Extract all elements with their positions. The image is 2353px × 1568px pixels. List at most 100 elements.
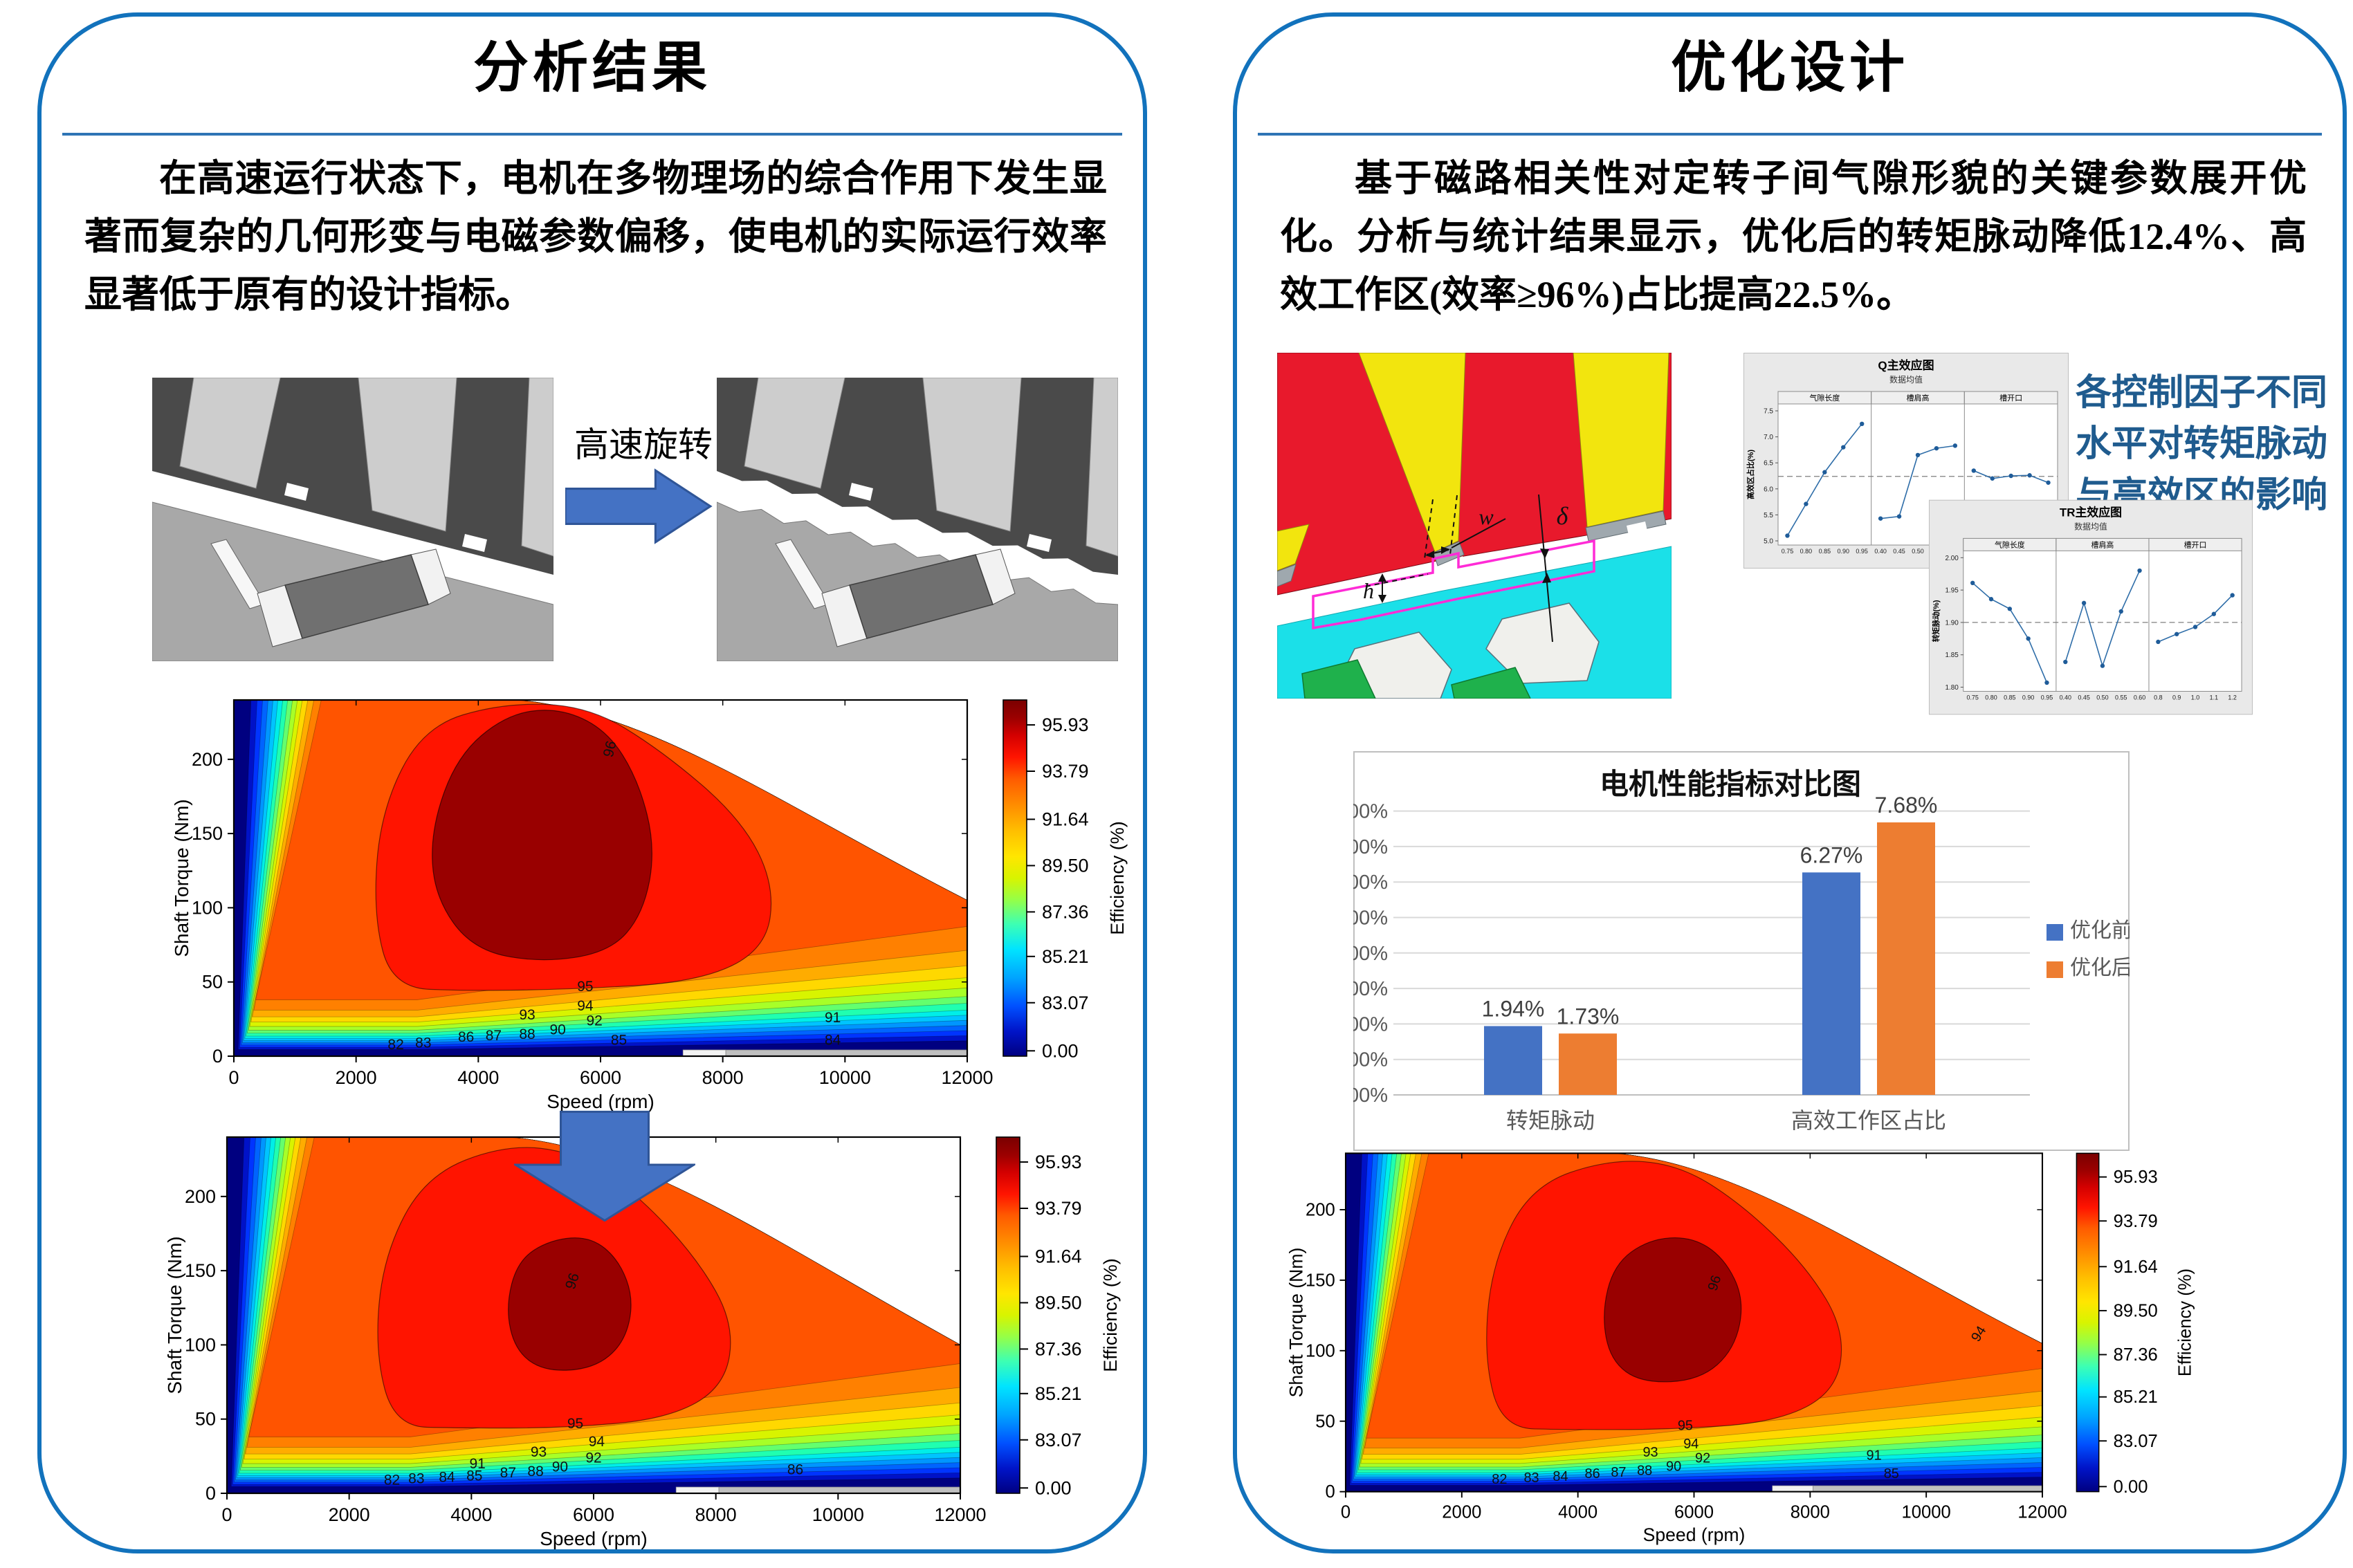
svg-text:5.5: 5.5 <box>1764 512 1773 519</box>
svg-text:0.8: 0.8 <box>2154 694 2162 701</box>
svg-text:0.85: 0.85 <box>2004 694 2015 701</box>
optimization-body-text: 基于磁路相关性对定转子间气隙形貌的关键参数展开优化。分析与统计结果显示，优化后的… <box>1280 158 2307 316</box>
svg-text:95.93: 95.93 <box>1035 1152 1082 1172</box>
svg-text:85.21: 85.21 <box>1035 1383 1082 1404</box>
svg-text:93.79: 93.79 <box>1042 761 1089 782</box>
motor-before-svg <box>152 377 554 662</box>
svg-text:89.50: 89.50 <box>1042 855 1089 876</box>
efficiency-map-design: 96 95 94 93 92 91 90 88 87 86 85 84 83 82 0 2000 4000 600… <box>165 692 1133 1134</box>
svg-text:84: 84 <box>1553 1469 1568 1484</box>
svg-text:5.0: 5.0 <box>1764 538 1773 546</box>
svg-text:91: 91 <box>825 1010 841 1026</box>
svg-text:82: 82 <box>384 1473 400 1488</box>
svg-text:1.00%: 1.00% <box>1353 1049 1388 1071</box>
svg-text:气隙长度: 气隙长度 <box>1809 393 1840 403</box>
svg-text:7.68%: 7.68% <box>1875 793 1938 818</box>
svg-text:w: w <box>1478 504 1494 529</box>
svg-text:10000: 10000 <box>1902 1503 1951 1522</box>
svg-text:Efficiency (%): Efficiency (%) <box>1107 821 1128 935</box>
svg-text:7.5: 7.5 <box>1764 408 1773 416</box>
svg-text:87: 87 <box>1611 1465 1626 1480</box>
svg-text:82: 82 <box>1492 1472 1507 1487</box>
optimization-panel-title: 优化设计 <box>1671 37 1909 98</box>
svg-text:90: 90 <box>549 1022 565 1037</box>
svg-text:槽开口: 槽开口 <box>2184 540 2207 549</box>
svg-text:0.45: 0.45 <box>1893 548 1905 555</box>
svg-text:数据均值: 数据均值 <box>2074 521 2107 531</box>
svg-text:86: 86 <box>458 1029 474 1045</box>
svg-text:100: 100 <box>1306 1341 1335 1361</box>
title-divider <box>1258 133 2322 136</box>
svg-text:6.0: 6.0 <box>1764 486 1773 493</box>
svg-text:200: 200 <box>1306 1200 1335 1219</box>
svg-text:92: 92 <box>586 1013 602 1029</box>
svg-text:10000: 10000 <box>812 1504 864 1525</box>
svg-text:150: 150 <box>185 1260 216 1281</box>
svg-text:Speed (rpm): Speed (rpm) <box>1643 1524 1746 1545</box>
svg-text:槽肩高: 槽肩高 <box>2091 539 2114 549</box>
svg-text:93.79: 93.79 <box>2114 1212 2158 1231</box>
svg-text:6.27%: 6.27% <box>1800 842 1863 867</box>
svg-text:6000: 6000 <box>573 1504 614 1525</box>
side-note-line: 水平对转矩脉动 <box>2076 424 2328 464</box>
svg-text:0: 0 <box>205 1483 216 1504</box>
svg-text:91.64: 91.64 <box>1035 1246 1082 1267</box>
svg-text:95: 95 <box>567 1416 583 1432</box>
svg-text:50: 50 <box>1315 1412 1335 1431</box>
svg-text:1.85: 1.85 <box>1945 652 1959 659</box>
performance-bar-chart: 电机性能指标对比图 0.00% 1.00% 2.00% 3.00% 4.00% 5.00% 6… <box>1331 751 2132 1151</box>
svg-text:0.80: 0.80 <box>1800 548 1813 555</box>
svg-text:TR主效应图: TR主效应图 <box>2060 506 2122 519</box>
svg-text:8000: 8000 <box>702 1067 744 1088</box>
svg-text:93.79: 93.79 <box>1035 1198 1082 1219</box>
svg-text:93: 93 <box>531 1444 547 1460</box>
svg-text:4000: 4000 <box>1558 1503 1597 1522</box>
svg-text:84: 84 <box>439 1469 455 1485</box>
svg-text:1.94%: 1.94% <box>1482 996 1545 1021</box>
svg-text:87.36: 87.36 <box>1042 901 1089 922</box>
svg-text:Shaft Torque (Nm): Shaft Torque (Nm) <box>164 1236 185 1394</box>
analysis-body-text: 在高速运行状态下，电机在多物理场的综合作用下发生显著而复杂的几何形变与电磁参数偏… <box>84 158 1107 316</box>
svg-text:1.73%: 1.73% <box>1557 1004 1620 1029</box>
svg-text:槽开口: 槽开口 <box>1999 394 2022 403</box>
svg-text:50: 50 <box>202 972 223 993</box>
svg-text:0: 0 <box>212 1046 223 1067</box>
svg-text:1.1: 1.1 <box>2210 694 2218 701</box>
efficiency-map-actual: 96 95 94 93 92 91 90 88 87 86 85 84 83 82 0 2000 4000 600… <box>158 1129 1126 1549</box>
svg-text:优化前: 优化前 <box>2070 919 2130 942</box>
svg-text:85.21: 85.21 <box>2114 1387 2158 1407</box>
svg-text:5.00%: 5.00% <box>1353 907 1388 930</box>
svg-text:0.90: 0.90 <box>2022 694 2034 701</box>
svg-text:86: 86 <box>787 1462 803 1478</box>
svg-text:Speed (rpm): Speed (rpm) <box>547 1091 654 1112</box>
svg-text:83.07: 83.07 <box>2114 1432 2158 1451</box>
svg-text:50: 50 <box>195 1409 216 1430</box>
svg-text:91: 91 <box>1867 1448 1882 1463</box>
svg-text:92: 92 <box>585 1450 601 1466</box>
svg-text:12000: 12000 <box>934 1504 986 1525</box>
svg-text:12000: 12000 <box>2017 1503 2067 1522</box>
geometry-svg: w δ h <box>1276 352 1672 699</box>
svg-text:2.00: 2.00 <box>1945 555 1959 562</box>
svg-text:90: 90 <box>552 1459 568 1475</box>
svg-text:89.50: 89.50 <box>1035 1292 1082 1313</box>
svg-text:7.00%: 7.00% <box>1353 836 1388 858</box>
svg-text:数据均值: 数据均值 <box>1889 374 1923 385</box>
svg-text:150: 150 <box>1306 1271 1335 1290</box>
svg-text:0.75: 0.75 <box>1966 694 1978 701</box>
svg-text:85: 85 <box>466 1468 482 1484</box>
svg-text:高效区占比(%): 高效区占比(%) <box>1746 450 1755 499</box>
svg-text:6.5: 6.5 <box>1764 460 1773 468</box>
svg-text:Shaft Torque (Nm): Shaft Torque (Nm) <box>171 799 192 957</box>
svg-text:0.00: 0.00 <box>2114 1477 2148 1497</box>
svg-text:95: 95 <box>1678 1418 1693 1433</box>
main-effects-tr-chart: TR主效应图 数据均值 1.80 1.85 1.90 1.95 2.00 气隙长度 槽肩高 槽开口… <box>1929 499 2253 715</box>
svg-text:0.85: 0.85 <box>1819 548 1831 555</box>
motor-after-svg <box>716 377 1119 662</box>
svg-text:91.64: 91.64 <box>2114 1257 2158 1277</box>
svg-text:87.36: 87.36 <box>1035 1338 1082 1359</box>
svg-text:95.93: 95.93 <box>2114 1168 2158 1187</box>
